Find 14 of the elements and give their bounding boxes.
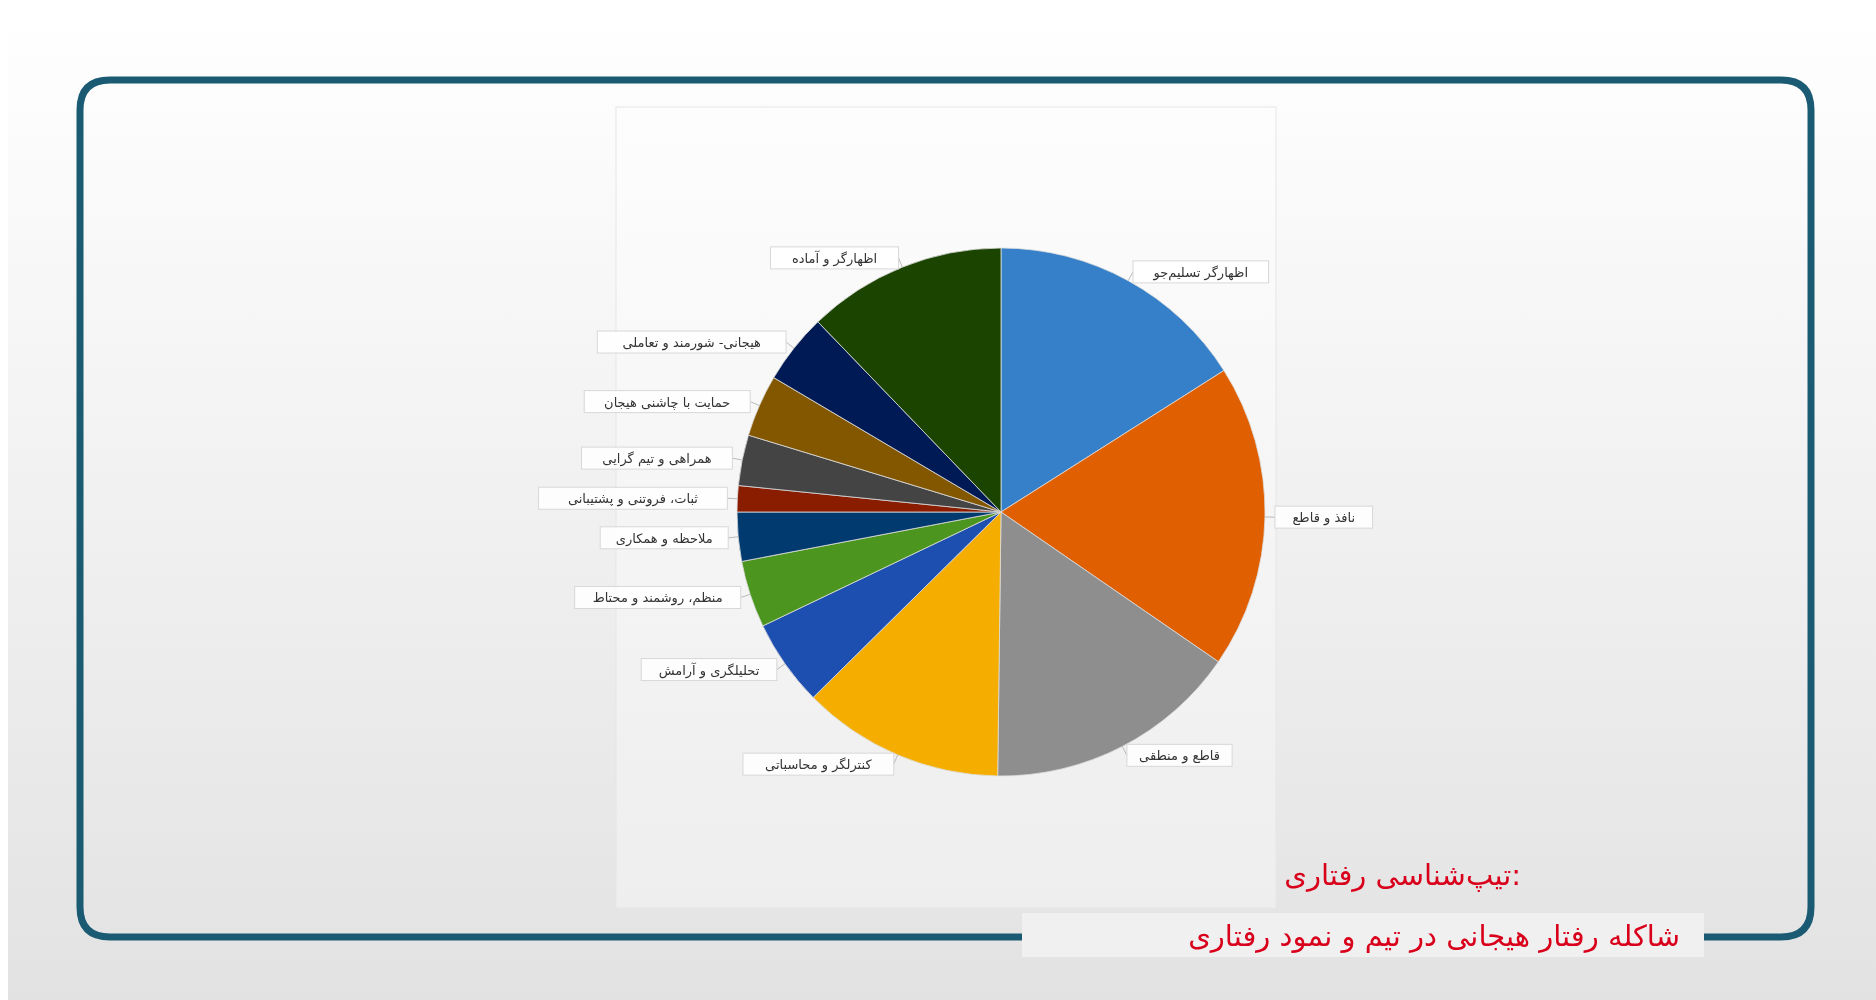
slice-label: حمایت با چاشنی هیجان: [604, 394, 731, 410]
slice-label: اظهارگر و آماده: [791, 249, 878, 267]
text: شاکله رفتار هیجانی در تیم و نمود رفتاری: [1188, 919, 1680, 954]
slice-label: ملاحظه و همکاری: [615, 530, 713, 547]
slice-label: قاطع و منطقی: [1139, 748, 1220, 765]
text: تیپ‌شناسی رفتاری:: [1284, 858, 1521, 892]
slice-label: همراهی و تیم گرایی: [602, 451, 712, 468]
slice-label: ثبات، فروتنی و پشتیبانی: [567, 491, 699, 508]
slice-label: نافذ و قاطع: [1292, 510, 1356, 527]
slice-label: منظم، روشمند و محتاط: [592, 590, 723, 607]
slice-label: کنترلگر و محاسباتی: [765, 757, 873, 774]
slice-label: هیجانی- شورمند و تعاملی: [622, 335, 762, 352]
slice-label: اظهارگر تسلیم‌جو: [1152, 264, 1249, 281]
slice-label: تحلیلگری و آرامش: [658, 661, 760, 679]
